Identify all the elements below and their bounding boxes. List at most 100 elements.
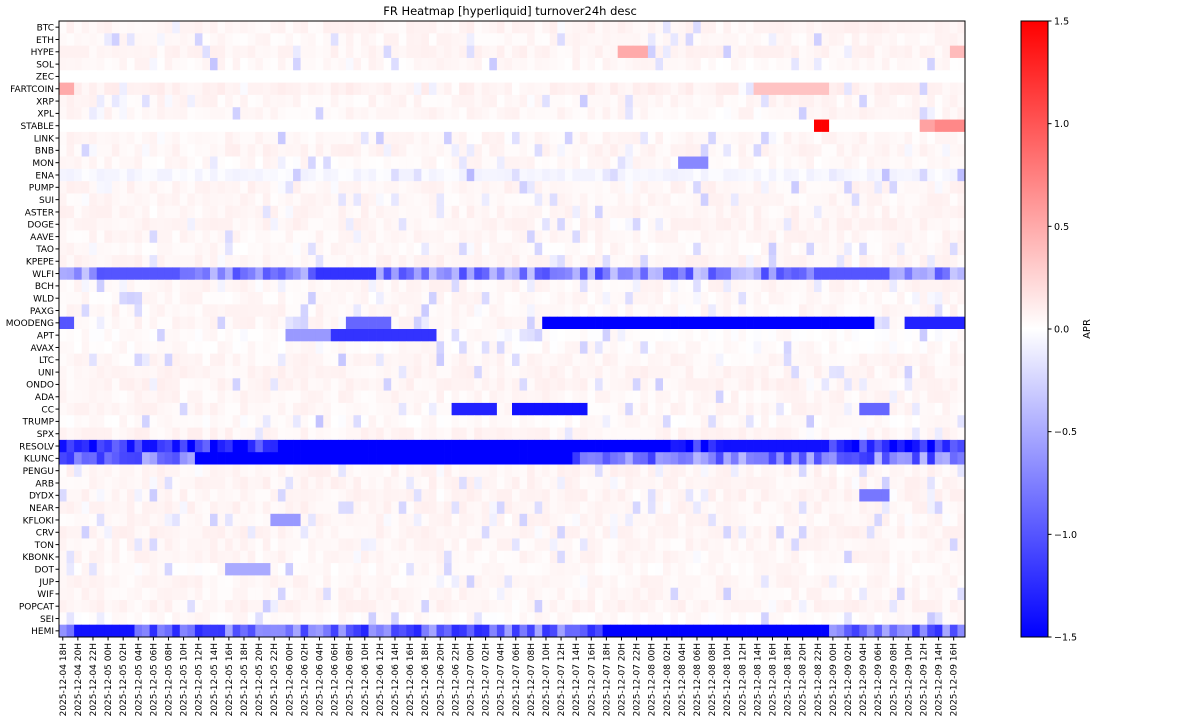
heatmap-cell — [534, 378, 543, 391]
heatmap-cell — [504, 415, 513, 428]
heatmap-cell — [338, 70, 347, 83]
heatmap-cell — [564, 476, 573, 490]
heatmap-cell — [866, 279, 875, 293]
heatmap-cell — [897, 427, 905, 441]
heatmap-cell — [859, 218, 868, 231]
heatmap-cell — [270, 82, 279, 96]
heatmap-cell — [866, 316, 875, 330]
heatmap-cell — [300, 193, 309, 207]
heatmap-cell — [640, 439, 649, 453]
heatmap-cell — [398, 107, 407, 120]
heatmap-cell — [776, 390, 785, 404]
heatmap-cell — [904, 501, 913, 515]
heatmap-cell — [746, 341, 754, 354]
heatmap-cell — [383, 452, 392, 465]
heatmap-cell — [194, 464, 203, 478]
heatmap-cell — [663, 82, 671, 96]
heatmap-cell — [889, 181, 898, 194]
heatmap-cell — [413, 378, 422, 391]
heatmap-cell — [466, 513, 475, 527]
heatmap-cell — [383, 464, 392, 478]
heatmap-cell — [700, 33, 709, 46]
heatmap-cell — [157, 353, 166, 367]
heatmap-cell — [632, 218, 641, 231]
heatmap-cell — [655, 181, 664, 194]
heatmap-cell — [647, 168, 656, 182]
heatmap-cell — [413, 255, 422, 268]
heatmap-cell — [421, 501, 430, 515]
heatmap-cell — [934, 402, 943, 416]
heatmap-cell — [293, 415, 301, 428]
heatmap-cell — [912, 489, 921, 502]
heatmap-cell — [579, 131, 588, 145]
heatmap-cell — [353, 218, 362, 231]
heatmap-cell — [81, 427, 90, 441]
heatmap-cell — [398, 452, 407, 465]
heatmap-cell — [678, 230, 686, 244]
heatmap-cell — [338, 304, 347, 318]
heatmap-cell — [806, 489, 815, 502]
heatmap-cell — [361, 94, 369, 108]
heatmap-cell — [247, 279, 256, 293]
heatmap-cell — [912, 501, 921, 515]
heatmap-cell — [753, 501, 762, 515]
heatmap-cell — [723, 193, 732, 207]
heatmap-cell — [240, 94, 249, 108]
heatmap-cell — [255, 415, 264, 428]
heatmap-cell — [753, 439, 762, 453]
heatmap-cell — [693, 242, 702, 256]
heatmap-cell — [927, 193, 936, 207]
heatmap-cell — [881, 70, 890, 83]
heatmap-cell — [859, 45, 868, 59]
heatmap-cell — [851, 452, 860, 465]
heatmap-cell — [897, 82, 905, 96]
heatmap-cell — [685, 168, 694, 182]
heatmap-cell — [504, 316, 513, 330]
heatmap-cell — [957, 242, 966, 256]
heatmap-cell — [504, 45, 513, 59]
heatmap-cell — [753, 131, 762, 145]
heatmap-cell — [829, 45, 837, 59]
heatmap-cell — [481, 230, 490, 244]
heatmap-cell — [383, 119, 392, 133]
heatmap-cell — [866, 329, 875, 342]
heatmap-cell — [768, 292, 777, 305]
heatmap-cell — [557, 168, 566, 182]
heatmap-cell — [783, 452, 792, 465]
heatmap-cell — [391, 21, 400, 34]
heatmap-cell — [670, 21, 679, 34]
heatmap-cell — [738, 255, 747, 268]
heatmap-cell — [308, 107, 317, 120]
heatmap-cell — [534, 304, 543, 318]
heatmap-cell — [647, 292, 656, 305]
heatmap-cell — [428, 107, 437, 120]
heatmap-cell — [753, 230, 762, 244]
heatmap-cell — [821, 292, 830, 305]
heatmap-cell — [957, 218, 966, 231]
heatmap-cell — [881, 452, 890, 465]
heatmap-cell — [413, 70, 422, 83]
heatmap-cell — [564, 341, 573, 354]
heatmap-cell — [957, 107, 966, 120]
heatmap-cell — [308, 452, 317, 465]
heatmap-cell — [738, 476, 747, 490]
heatmap-cell — [255, 353, 264, 367]
heatmap-cell — [194, 415, 203, 428]
heatmap-cell — [126, 304, 135, 318]
heatmap-cell — [104, 402, 113, 416]
heatmap-cell — [881, 341, 890, 354]
heatmap-cell — [632, 156, 641, 170]
heatmap-cell — [557, 205, 566, 219]
heatmap-cell — [270, 415, 279, 428]
heatmap-cell — [527, 205, 535, 219]
heatmap-cell — [262, 230, 271, 244]
heatmap-cell — [783, 402, 792, 416]
heatmap-cell — [836, 156, 845, 170]
heatmap-cell — [89, 439, 98, 453]
heatmap-cell — [814, 378, 822, 391]
heatmap-cell — [693, 513, 702, 527]
heatmap-cell — [277, 33, 286, 46]
heatmap-cell — [323, 365, 332, 379]
heatmap-cell — [255, 107, 264, 120]
heatmap-cell — [919, 316, 928, 330]
